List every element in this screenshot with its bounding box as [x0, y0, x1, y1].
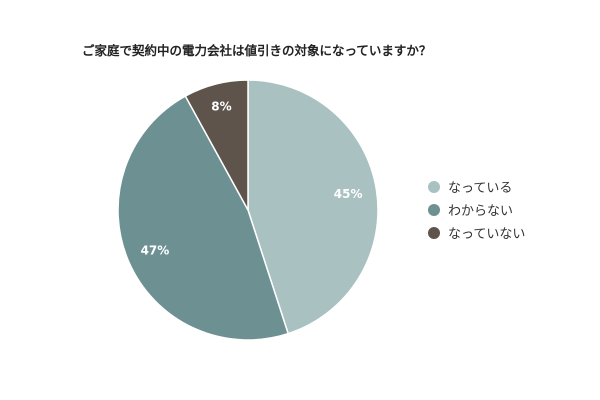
pie-slice-2	[117, 95, 290, 341]
legend-item-3: なっていない	[428, 224, 526, 242]
legend-item-1: なっている	[428, 178, 525, 196]
legend-swatch-3	[428, 226, 440, 239]
legend-item-2: わからない	[428, 201, 525, 219]
chart-legend: なっているわからないなっていない	[428, 178, 526, 242]
pie-slice-1	[247, 79, 379, 335]
slice-label-2: 47%	[141, 243, 170, 257]
legend-swatch-1	[428, 180, 440, 193]
chart-title: ご家庭で契約中の電力会社は値引きの対象になっていますか？	[82, 43, 432, 58]
legend-label-2: わからない	[448, 204, 514, 219]
pie-slice-3	[184, 79, 249, 211]
slice-label-1: 45%	[334, 187, 363, 201]
slice-label-3: 8%	[211, 100, 231, 114]
legend-label-1: なっている	[448, 181, 513, 196]
legend-swatch-2	[428, 203, 440, 216]
legend-label-3: なっていない	[448, 227, 526, 242]
